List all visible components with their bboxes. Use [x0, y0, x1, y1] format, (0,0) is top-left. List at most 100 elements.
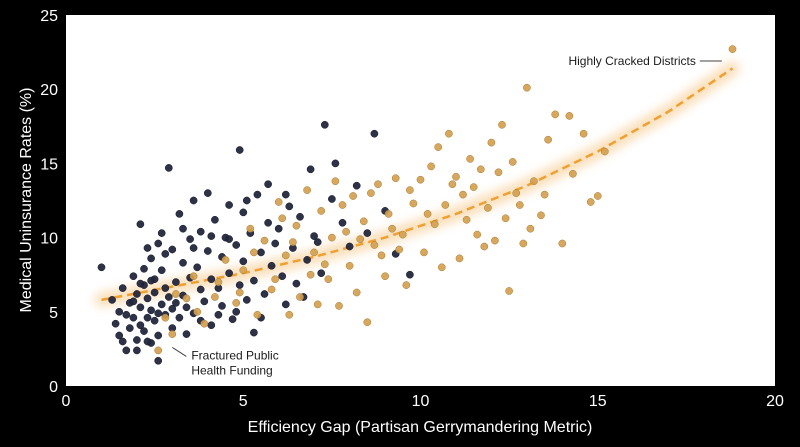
x-axis-ticks: 0 5 10 15 20: [62, 393, 784, 410]
data-point: [473, 230, 482, 239]
data-point: [136, 279, 145, 288]
data-point: [434, 143, 443, 151]
data-point: [125, 324, 134, 332]
data-point: [157, 229, 166, 237]
data-point: [225, 201, 233, 209]
data-point: [452, 172, 460, 181]
data-point: [406, 186, 414, 194]
data-point: [469, 183, 478, 191]
data-point: [409, 199, 418, 208]
data-point: [136, 303, 145, 312]
data-point: [370, 241, 379, 249]
x-tick-label: 5: [239, 393, 248, 410]
data-point: [157, 266, 166, 275]
data-point: [115, 307, 124, 316]
data-point: [487, 138, 496, 147]
data-point: [218, 302, 226, 310]
data-point: [526, 224, 535, 233]
data-point: [306, 165, 315, 174]
data-point: [508, 158, 517, 166]
data-point: [193, 263, 202, 272]
data-point: [430, 220, 439, 229]
data-point: [381, 272, 389, 281]
data-point: [551, 110, 560, 119]
data-point: [359, 217, 368, 226]
data-point: [154, 309, 163, 318]
data-point: [140, 327, 148, 335]
data-point: [235, 146, 244, 154]
data-point: [232, 241, 241, 249]
data-point: [108, 296, 116, 304]
data-point: [267, 285, 276, 294]
data-point: [352, 181, 361, 190]
data-point: [133, 346, 141, 355]
data-point: [445, 129, 453, 138]
data-point: [281, 190, 290, 199]
data-point: [278, 214, 287, 223]
data-point: [320, 120, 329, 129]
data-point: [150, 288, 159, 297]
data-point: [540, 190, 549, 199]
data-point: [289, 238, 297, 246]
data-point: [136, 321, 145, 330]
data-point: [476, 165, 485, 174]
data-point: [235, 281, 244, 289]
data-point: [363, 229, 372, 237]
data-point: [466, 155, 474, 163]
data-point: [196, 227, 205, 236]
data-point: [150, 316, 159, 325]
data-point: [331, 177, 340, 186]
data-point: [480, 242, 489, 251]
data-point: [239, 208, 248, 217]
data-point: [420, 248, 428, 257]
data-point: [519, 239, 528, 248]
scatter-points: [97, 45, 737, 365]
data-point: [491, 236, 499, 245]
annotation-label: Highly Cracked Districts: [568, 54, 695, 68]
data-point: [172, 278, 180, 286]
data-point: [164, 293, 173, 301]
data-point: [225, 235, 233, 243]
data-point: [278, 272, 287, 281]
data-point: [250, 276, 258, 285]
data-point: [161, 313, 170, 322]
data-point: [154, 239, 163, 248]
data-point: [189, 272, 198, 281]
data-point: [317, 269, 326, 278]
data-point: [728, 45, 737, 53]
data-point: [303, 256, 311, 264]
data-point: [586, 198, 595, 206]
data-point: [530, 177, 538, 186]
data-point: [182, 294, 191, 303]
data-point: [253, 310, 262, 319]
data-point: [207, 275, 216, 284]
data-point: [211, 293, 219, 301]
data-point: [285, 310, 294, 319]
data-point: [335, 302, 343, 310]
data-point: [370, 129, 379, 138]
data-point: [157, 300, 166, 309]
data-point: [242, 296, 251, 304]
data-point: [253, 190, 262, 199]
x-tick-label: 15: [589, 393, 607, 410]
annotation-label: Health Funding: [191, 363, 272, 377]
data-point: [579, 129, 588, 138]
data-point: [182, 303, 191, 312]
x-axis-title: Efficiency Gap (Partisan Gerrymandering …: [248, 419, 593, 436]
data-point: [168, 245, 177, 254]
data-point: [292, 221, 301, 230]
data-point: [484, 204, 492, 212]
data-point: [377, 251, 386, 260]
data-point: [331, 159, 340, 168]
data-point: [398, 230, 407, 239]
data-point: [118, 284, 127, 292]
data-point: [565, 112, 574, 120]
data-point: [122, 346, 131, 355]
data-point: [161, 250, 170, 258]
data-point: [239, 257, 248, 266]
data-point: [505, 287, 513, 295]
data-point: [164, 164, 173, 172]
data-point: [523, 83, 531, 92]
data-point: [342, 227, 350, 236]
data-point: [133, 336, 141, 344]
